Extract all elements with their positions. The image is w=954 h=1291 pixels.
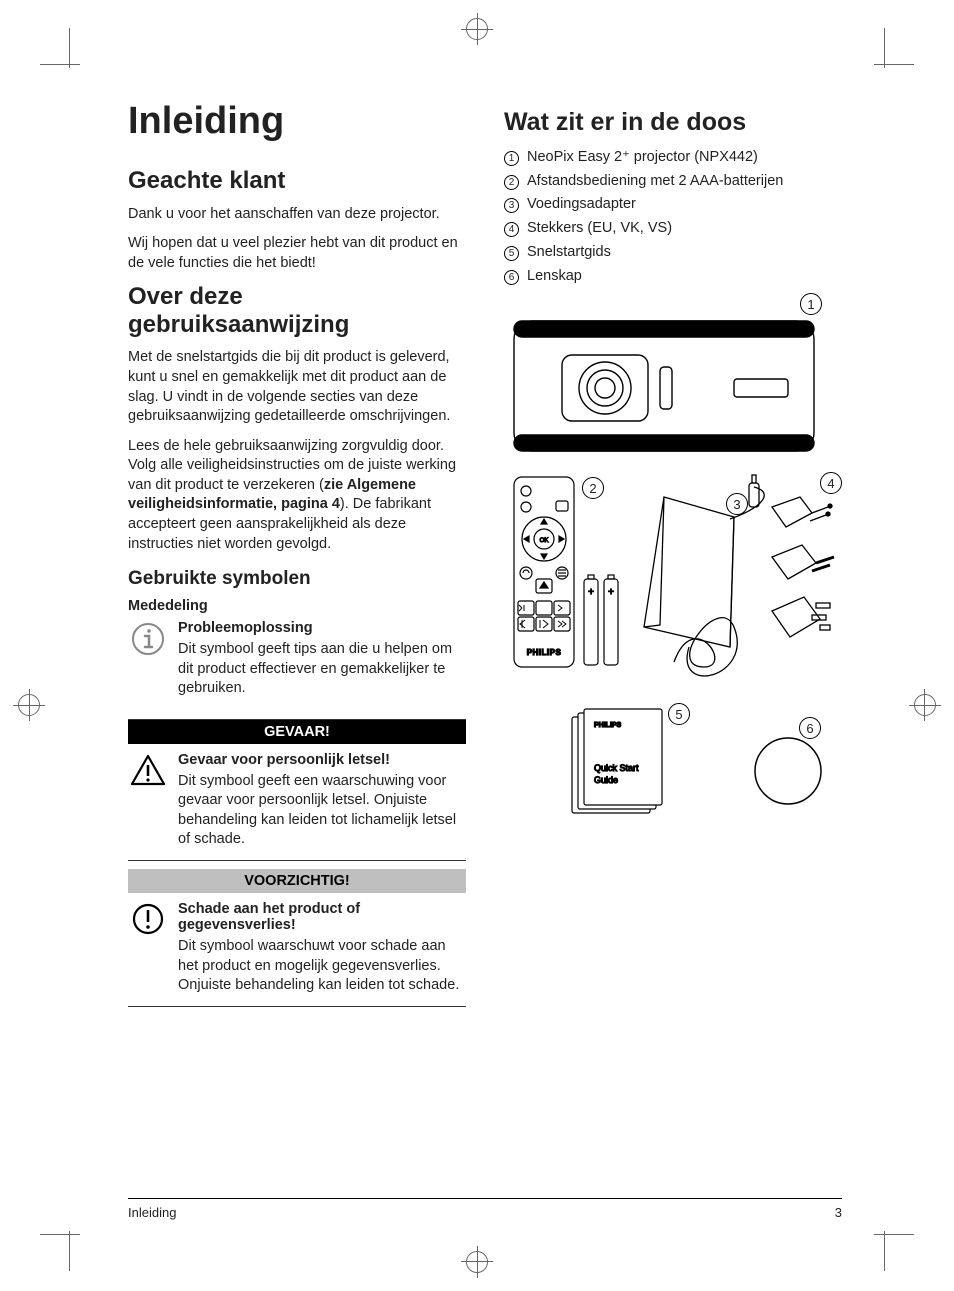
paragraph: Wij hopen dat u veel plezier hebt van di… [128,234,466,273]
caution-block: VOORZICHTIG! Schade aan het product of g… [128,869,466,1007]
list-item: 6 Lenskap [504,266,842,288]
info-icon [131,622,165,656]
crop-mark [40,1234,80,1235]
left-column: Inleiding Geachte klant Dank u voor het … [128,100,466,1007]
item-number: 6 [504,270,519,285]
page-title: Inleiding [128,100,466,143]
svg-text:+: + [588,587,594,598]
remote-brand-label: PHILIPS [527,648,562,657]
heading-box-contents: Wat zit er in de doos [504,108,842,137]
qsg-line1: Quick Start [594,763,639,773]
crop-mark [874,64,914,65]
crop-mark [884,1231,885,1271]
right-column: Wat zit er in de doos 1 NeoPix Easy 2⁺ pr… [504,100,842,1007]
item-text: Lenskap [527,266,582,288]
crop-mark [69,1231,70,1271]
crop-mark [884,28,885,68]
list-item: 2 Afstandsbediening met 2 AAA-batterijen [504,171,842,193]
registration-mark [924,689,925,721]
item-text: NeoPix Easy 2⁺ projector (NPX442) [527,147,758,169]
paragraph: Lees de hele gebruiksaanwijzing zorgvuld… [128,437,466,554]
registration-mark [477,13,478,45]
list-item: 3 Voedingsadapter [504,194,842,216]
qsg-line2: Guide [594,775,618,785]
caution-icon [132,903,164,935]
caution-subhead: Schade aan het product of gegevensverlie… [178,901,466,933]
info-subhead: Probleemoplossing [178,620,466,636]
danger-subhead: Gevaar voor persoonlijk letsel! [178,752,466,768]
remote-ok-label: OK [540,538,549,544]
page: Inleiding Geachte klant Dank u voor het … [128,100,842,1230]
heading-dear-customer: Geachte klant [128,167,466,195]
danger-block: GEVAAR! Gevaar voor persoonlijk letsel! … [128,719,466,861]
paragraph: Dank u voor het aanschaffen van deze pro… [128,205,466,225]
qsg-brand: PHILIPS [594,722,622,729]
registration-mark [477,1246,478,1278]
crop-mark [40,64,80,65]
item-number: 4 [504,222,519,237]
page-footer: Inleiding 3 [128,1198,842,1220]
footer-section: Inleiding [128,1205,176,1220]
danger-body: Dit symbool geeft een waarschuwing voor … [178,772,466,850]
paragraph: Met de snelstartgids die bij dit product… [128,348,466,426]
svg-text:+: + [608,587,614,598]
registration-mark [909,705,941,706]
item-number: 3 [504,198,519,213]
list-item: 4 Stekkers (EU, VK, VS) [504,218,842,240]
item-text: Snelstartgids [527,242,611,264]
item-number: 2 [504,175,519,190]
crop-mark [874,1234,914,1235]
list-item: 1 NeoPix Easy 2⁺ projector (NPX442) [504,147,842,169]
item-text: Stekkers (EU, VK, VS) [527,218,672,240]
warning-icon [130,754,166,786]
heading-notice: Mededeling [128,598,466,614]
heading-symbols-used: Gebruikte symbolen [128,568,466,590]
registration-mark [29,689,30,721]
item-text: Voedingsadapter [527,194,636,216]
footer-page-number: 3 [835,1205,842,1220]
item-number: 1 [504,151,519,166]
item-number: 5 [504,246,519,261]
caution-header: VOORZICHTIG! [128,869,466,893]
heading-about-manual: Over deze gebruiksaanwijzing [128,283,466,338]
box-contents-list: 1 NeoPix Easy 2⁺ projector (NPX442) 2 Afst… [504,147,842,288]
list-item: 5 Snelstartgids [504,242,842,264]
danger-header: GEVAAR! [128,720,466,744]
item-text: Afstandsbediening met 2 AAA-batterijen [527,171,783,193]
caution-body: Dit symbool waarschuwt voor schade aan h… [178,937,466,996]
notice-info: Probleemoplossing Dit symbool geeft tips… [128,620,466,709]
diagram-svg: OK PHILIPS [504,297,842,857]
info-body: Dit symbool geeft tips aan die u helpen … [178,640,466,699]
box-contents-diagram: 1 2 3 4 5 6 [504,297,842,847]
crop-mark [69,28,70,68]
